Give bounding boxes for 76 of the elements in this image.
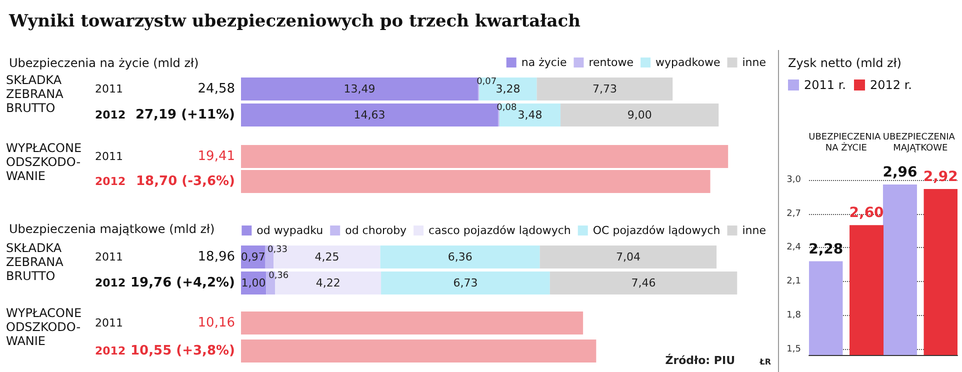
bar: [536, 78, 673, 100]
bar: [550, 272, 738, 294]
data-label: 2,60: [849, 205, 884, 222]
y-tick-label: 2011: [95, 250, 123, 264]
total-label: 18,96: [198, 250, 235, 264]
total-label: 19,76 (+4,2%): [130, 276, 235, 290]
y-tick-label: 2012: [95, 276, 126, 290]
data-label: 0,07: [476, 77, 497, 87]
data-label: 0,36: [268, 271, 289, 281]
y-tick-label: 2,1: [786, 276, 801, 287]
y-tick-label: 2,7: [786, 208, 801, 219]
legend-label: od wypadku: [256, 224, 324, 237]
bar: [381, 272, 550, 294]
legend-label: OC pojazdów lądowych: [592, 224, 720, 237]
legend-label: na życie: [521, 56, 567, 69]
y-axis-title: WYPŁACONE ODSZKODO-WANIE: [6, 306, 82, 348]
legend-label: 2011 r.: [804, 78, 846, 92]
y-tick-label: 1,5: [786, 344, 801, 354]
legend-label: casco pojazdów lądowych: [428, 224, 571, 237]
chart-title: Zysk netto (mld zł): [788, 56, 902, 70]
x-tick-label: UBEZPIECZENIA MAJĄTKOWE: [882, 132, 958, 154]
data-label: 7,04: [616, 250, 640, 264]
data-label: 2,28: [808, 241, 844, 258]
text: ŁR: [758, 358, 771, 366]
data-label: 10,16: [198, 316, 235, 330]
data-label: 2,96: [882, 164, 918, 181]
y-axis-title: WYPŁACONE ODSZKODO-WANIE: [6, 141, 82, 183]
data-label: 7,46: [631, 276, 656, 290]
y-tick-label: 2012: [95, 175, 126, 188]
data-label: 0,08: [496, 103, 517, 113]
data-label: 18,70 (-3,6%): [136, 174, 235, 189]
data-label: 0,33: [267, 245, 288, 255]
bar: [540, 246, 717, 268]
data-label: 3,28: [496, 82, 520, 96]
data-label: 7,73: [592, 82, 617, 96]
y-tick-label: 2011: [95, 316, 123, 330]
text: Ubezpieczenia majątkowe (mld zł): [9, 222, 215, 236]
chart-title: Wyniki towarzystw ubezpieczeniowych po trzech kwartałach: [8, 12, 580, 32]
y-tick-label: 1,8: [786, 310, 802, 320]
data-label: 19,41: [198, 149, 235, 164]
data-label: 0,97: [240, 250, 266, 264]
legend-label: inne: [742, 56, 766, 69]
legend-label: 2012 r.: [870, 78, 912, 92]
bar: [380, 246, 540, 268]
y-tick-label: 2012: [95, 108, 126, 122]
data-label: 13,49: [344, 82, 376, 96]
data-label: 10,55 (+3,8%): [130, 344, 235, 358]
y-tick-label: 2,4: [786, 242, 802, 253]
x-tick-label: UBEZPIECZENIA NA ŻYCIE: [808, 132, 884, 154]
y-axis-title: SKŁADKA ZEBRANA BRUTTO: [6, 73, 64, 115]
data-label: 2,92: [923, 169, 958, 186]
y-tick-label: 2011: [95, 82, 123, 96]
total-label: 24,58: [198, 82, 235, 96]
bar: [241, 78, 478, 100]
data-label: 6,36: [448, 250, 472, 264]
data-label: 6,73: [453, 276, 478, 290]
data-label: 1,00: [241, 276, 266, 290]
y-tick-label: 3,0: [786, 175, 802, 185]
text: Ubezpieczenia na życie (mld zł): [9, 56, 199, 70]
y-tick-label: 2011: [95, 150, 123, 163]
data-label: 9,00: [627, 108, 652, 122]
data-label: 3,48: [518, 108, 542, 122]
y-tick-label: 2012: [95, 344, 126, 358]
text: Źródło: PIU: [665, 353, 736, 367]
data-label: 4,25: [314, 250, 340, 264]
legend-label: rentowe: [588, 56, 634, 69]
data-label: 14,63: [354, 108, 386, 122]
legend-label: wypadkowe: [656, 56, 720, 69]
total-label: 27,19 (+11%): [135, 108, 235, 122]
legend-label: od choroby: [345, 224, 408, 237]
bar: [241, 104, 498, 126]
legend-label: inne: [742, 224, 766, 237]
y-axis-title: SKŁADKA ZEBRANA BRUTTO: [6, 241, 64, 283]
bar: [560, 104, 719, 126]
data-label: 4,22: [316, 276, 340, 290]
bar: [479, 78, 537, 100]
